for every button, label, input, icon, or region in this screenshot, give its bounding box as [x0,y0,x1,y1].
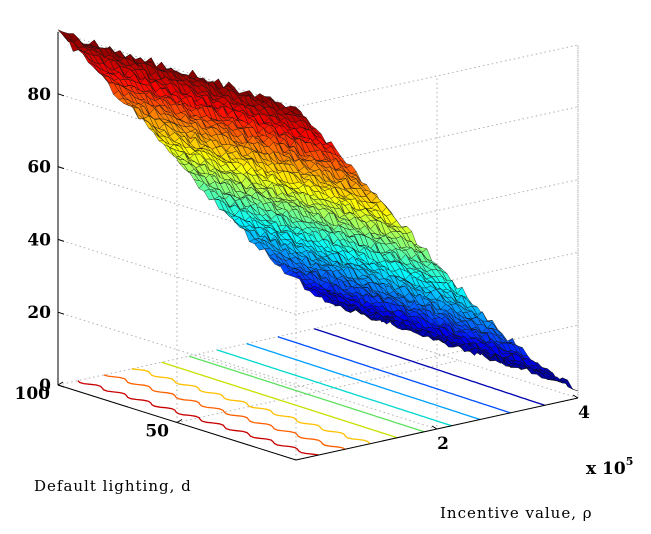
z-tick-label: 60 [27,158,51,178]
z-gridline [57,238,579,315]
z-gridline [57,93,579,170]
d-gridline [176,360,460,423]
d-tick [176,419,183,423]
z-gridline [57,166,579,243]
contour-lines [77,328,545,456]
z-gridline [57,31,579,108]
d-tick-label: 50 [145,422,169,442]
z-tick [57,311,65,315]
z-tick [57,166,65,170]
axis-labels: Default lighting, d Incentive value, ρ x… [15,85,634,522]
contour-line [246,342,481,421]
surface-patch [57,29,69,42]
contour-line [277,336,511,414]
z-tick [57,384,65,388]
contour-line [216,349,453,427]
d-tick-label: 100 [15,384,51,404]
y-multiplier-base: x 10 [586,459,626,479]
z-tick-label: 0 [39,376,51,396]
surface-mesh [57,29,579,392]
y-multiplier-exponent: 5 [626,455,634,468]
axis-lines [57,31,579,461]
y-axis-label: Incentive value, ρ [440,504,593,522]
rho-tick-label: 2 [437,434,449,454]
rho-tick-label: 4 [578,403,590,423]
z-tick-label: 20 [27,303,51,323]
rho-tick [431,425,438,430]
contour-line [103,374,346,450]
z-tick-label: 40 [27,230,51,250]
z-tick-label: 80 [27,85,51,105]
z-gridline [57,384,579,461]
d-tick [57,381,64,386]
contour-line [161,361,398,439]
rho-tick [572,394,579,399]
x-axis-label: Default lighting, d [34,477,192,495]
contour-line [77,380,319,456]
y-multiplier-label: x 105 [586,455,633,479]
contour-line [131,368,371,445]
z-tick [57,93,65,97]
z-tick [57,238,65,242]
contour-line [188,355,425,433]
contour-line [313,328,545,406]
